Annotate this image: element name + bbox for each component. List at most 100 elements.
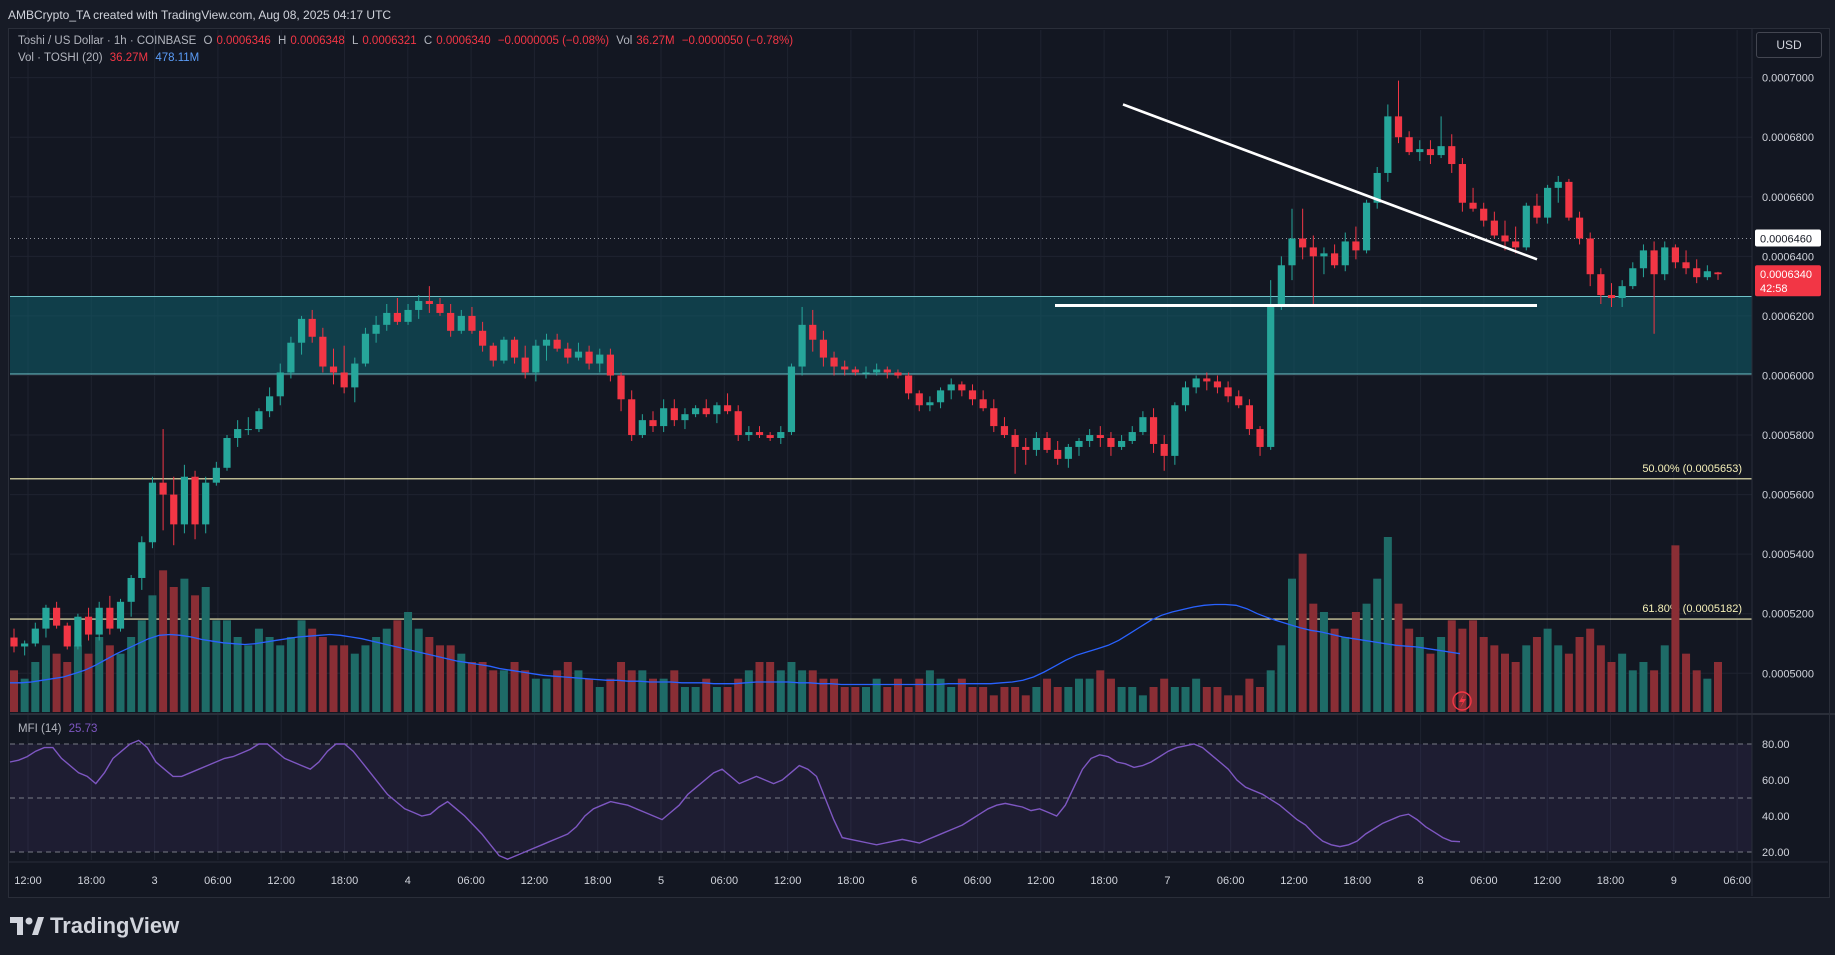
- volume-bar: [862, 687, 870, 712]
- volume-bar: [244, 645, 253, 712]
- candle-body: [63, 625, 71, 647]
- candle-body: [628, 399, 636, 436]
- volume-bar: [808, 670, 817, 712]
- volume-bar: [1075, 678, 1083, 712]
- time-tick-label: 12:00: [1027, 875, 1055, 887]
- volume-bar: [350, 653, 359, 712]
- candle-body: [276, 372, 284, 397]
- volume-bar: [1128, 687, 1137, 712]
- volume-bar: [979, 687, 988, 712]
- mfi-label[interactable]: MFI (14): [18, 723, 62, 735]
- volume-bar: [31, 662, 40, 712]
- candle-body: [1426, 149, 1435, 156]
- vol-study-label[interactable]: Vol · TOSHI (20): [18, 52, 103, 64]
- candle-body: [159, 482, 167, 495]
- volume-bar: [52, 653, 61, 712]
- volume-bar: [649, 678, 657, 712]
- volume-bar: [1607, 662, 1616, 712]
- volume-bar: [1341, 637, 1350, 712]
- candle-body: [340, 372, 348, 388]
- time-tick-label: 06:00: [1217, 875, 1245, 887]
- candle-body: [191, 476, 199, 525]
- candle-body: [1618, 286, 1626, 299]
- candle-body: [1661, 247, 1669, 275]
- volume-bar: [1000, 687, 1009, 712]
- currency-button[interactable]: USD: [1756, 32, 1822, 58]
- candle-body: [127, 577, 135, 602]
- volume-bar: [180, 578, 189, 712]
- candle-body: [1224, 387, 1232, 397]
- candle-body: [1607, 295, 1616, 299]
- time-tick-label: 06:00: [457, 875, 485, 887]
- symbol-label[interactable]: Toshi / US Dollar · 1h · COINBASE: [18, 35, 197, 47]
- candle-body: [713, 405, 721, 415]
- candle-body: [1458, 164, 1466, 203]
- volume-bar: [1703, 678, 1712, 712]
- volume-bar: [819, 678, 828, 712]
- vol-study-value1: 36.27M: [109, 52, 149, 64]
- candle-body: [809, 324, 817, 340]
- volume-bar: [521, 670, 530, 712]
- price-tick-label: 0.0005200: [1762, 609, 1814, 621]
- tradingview-logo[interactable]: TradingView: [10, 913, 179, 939]
- candle-body: [787, 366, 796, 433]
- volume-bar: [1501, 653, 1509, 712]
- candle-body: [574, 351, 583, 358]
- main-legend: Toshi / US Dollar · 1h · COINBASE O 0.000…: [18, 35, 797, 47]
- candle-body: [1448, 146, 1456, 165]
- volume-bar: [1256, 687, 1265, 712]
- candle-body: [1341, 241, 1349, 266]
- candle-body: [1118, 440, 1126, 447]
- candle-body: [255, 411, 263, 430]
- open-label: O: [203, 35, 213, 47]
- candle-body: [10, 637, 18, 647]
- volume-bar: [84, 653, 93, 712]
- candle-body: [479, 330, 487, 346]
- candle-body: [180, 476, 188, 525]
- volume-bar: [691, 687, 700, 712]
- volume-bar: [286, 637, 295, 712]
- volume-bar: [1383, 537, 1392, 712]
- volume-bar: [1394, 603, 1403, 712]
- candle-body: [873, 369, 881, 373]
- candle-body: [649, 420, 657, 427]
- chart-frame[interactable]: [8, 28, 1830, 898]
- candle-body: [1011, 435, 1019, 447]
- volume-bar: [776, 670, 785, 712]
- candle-body: [1320, 253, 1328, 257]
- time-tick-label: 18:00: [1090, 875, 1118, 887]
- time-tick-label: 6: [911, 875, 917, 887]
- volume-bar: [1426, 653, 1435, 712]
- volume-bar: [169, 587, 178, 712]
- candle-body: [1362, 202, 1371, 251]
- volume-bar: [148, 595, 157, 712]
- volume-bar: [318, 637, 327, 712]
- candle-body: [564, 348, 572, 358]
- time-tick-label: 06:00: [711, 875, 739, 887]
- volume-bar: [1202, 687, 1211, 712]
- volume-bar: [1511, 662, 1520, 712]
- volume-bar: [1437, 637, 1446, 712]
- volume-bar: [638, 670, 647, 712]
- volume-bar: [265, 637, 274, 712]
- price-tick-label: 0.0006600: [1762, 192, 1814, 204]
- volume-bar: [670, 670, 679, 712]
- candle-body: [319, 336, 327, 367]
- candle-body: [1480, 208, 1488, 221]
- candle-body: [510, 339, 519, 358]
- volume-bar: [1650, 670, 1659, 712]
- candle-body: [979, 399, 987, 409]
- candle-body: [1352, 241, 1360, 251]
- volume-bar: [1011, 687, 1020, 712]
- candle-body: [308, 318, 316, 337]
- candle-body: [266, 396, 274, 412]
- candle-body: [1416, 149, 1424, 153]
- volume-bar: [712, 687, 721, 712]
- volume-bar: [467, 662, 476, 712]
- candle-body: [862, 372, 870, 374]
- candle-body: [596, 354, 604, 364]
- volume-bar: [1543, 628, 1552, 712]
- candle-body: [692, 408, 700, 415]
- volume-bar: [1373, 578, 1382, 712]
